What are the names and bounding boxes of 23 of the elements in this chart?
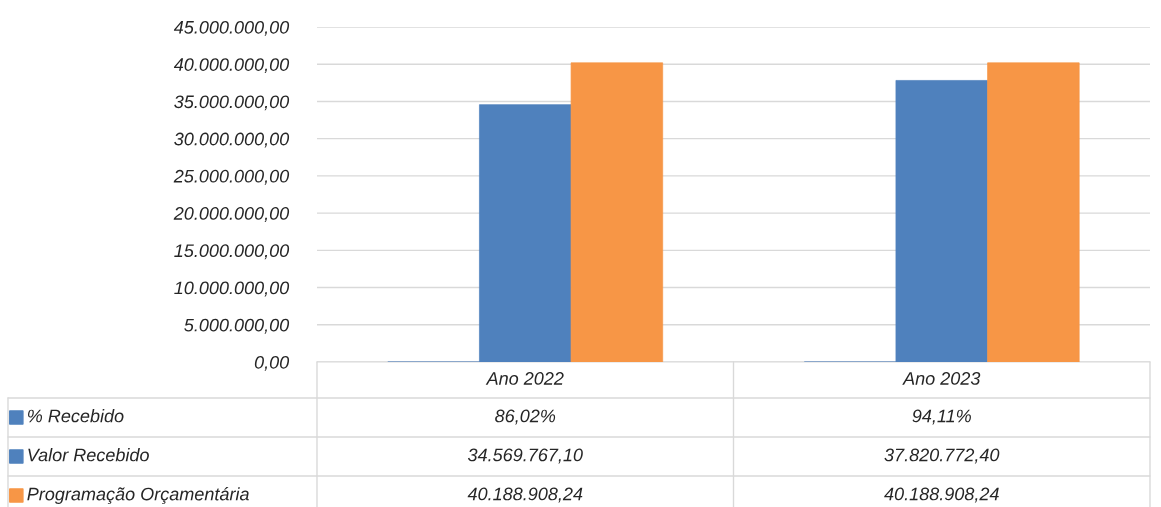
bar <box>987 62 1080 362</box>
legend-label: Valor Recebido <box>28 448 149 462</box>
data-label: 37.820.772,40 <box>884 448 1000 464</box>
data-label: 86,02% <box>495 409 556 425</box>
y-tick-label: 5.000.000,00 <box>184 318 290 334</box>
y-tick-label: 15.000.000,00 <box>174 244 290 260</box>
y-tick-label: 25.000.000,00 <box>173 169 290 185</box>
data-label: 40.188.908,24 <box>884 487 999 503</box>
y-tick-label: 40.000.000,00 <box>173 58 290 74</box>
y-tick-label: 45.000.000,00 <box>173 20 290 36</box>
y-tick-label: 10.000.000,00 <box>174 281 290 297</box>
y-tick-label: 35.000.000,00 <box>174 95 290 111</box>
data-label: 94,11% <box>912 409 971 425</box>
legend-label: Programação Orçamentária <box>27 486 249 505</box>
legend-label: % Recebido <box>28 409 124 423</box>
y-tick-label: 30.000.000,00 <box>174 132 290 148</box>
y-tick-label: 0,00 <box>254 355 290 371</box>
data-label: 40.188.908,24 <box>467 487 583 503</box>
data-label: 34.569.767,10 <box>467 448 583 464</box>
x-tick-label: Ano 2022 <box>485 372 564 385</box>
bar <box>570 62 664 362</box>
x-tick-label: Ano 2023 <box>902 372 981 385</box>
y-tick-label: 20.000.000,00 <box>173 207 290 222</box>
